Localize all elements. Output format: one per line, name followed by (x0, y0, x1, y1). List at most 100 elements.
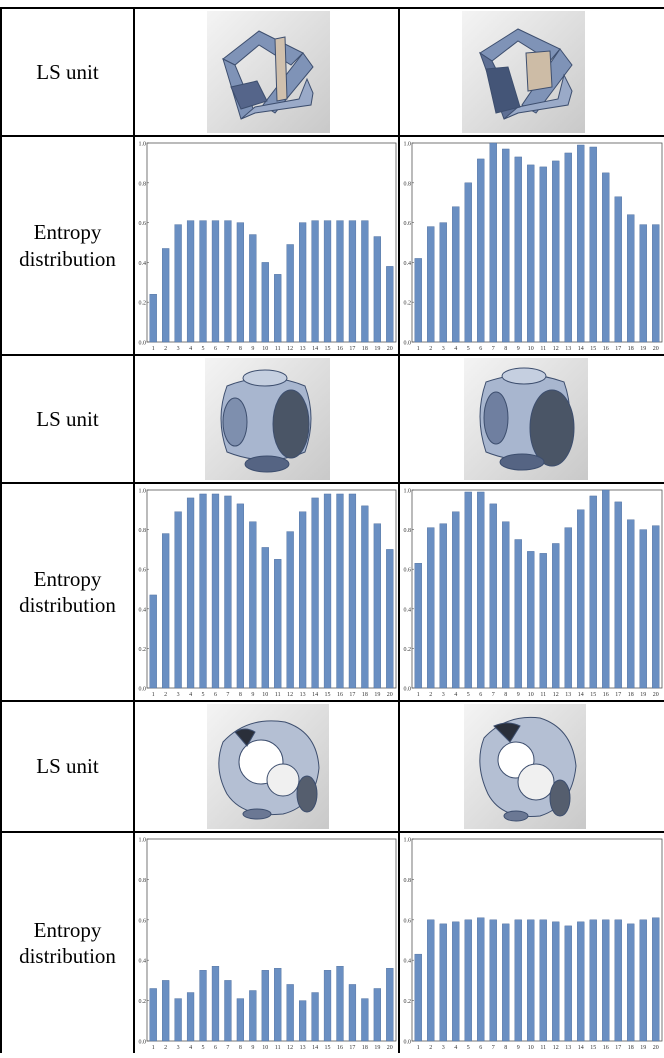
entropy-bar (261, 547, 269, 689)
entropy-bar (589, 146, 597, 343)
y-tick-label: 1.0 (139, 838, 147, 844)
entropy-bar (539, 553, 547, 689)
entropy-bar (464, 491, 472, 689)
y-tick-label: 0.6 (404, 221, 412, 227)
x-tick-label: 2 (164, 692, 167, 698)
x-tick-label: 19 (374, 1045, 380, 1051)
plot-frame (146, 838, 397, 1042)
x-tick-label: 15 (325, 1045, 331, 1051)
x-tick-label: 13 (565, 346, 571, 352)
x-tick-label: 14 (578, 1045, 584, 1051)
entropy-bar (311, 220, 319, 343)
x-tick-label: 2 (429, 692, 432, 698)
entropy-bar (236, 503, 244, 689)
entropy-bar (639, 224, 647, 343)
entropy-bar (464, 182, 472, 343)
x-tick-label: 8 (239, 346, 242, 352)
lattice-unit-image-3a (135, 702, 398, 831)
x-tick-label: 14 (578, 346, 584, 352)
plot-frame (411, 489, 663, 689)
x-tick-label: 2 (164, 1045, 167, 1051)
y-tick-label: 0.0 (404, 1040, 412, 1046)
lattice-unit-image-1b (400, 9, 664, 135)
entropy-bar-chart: 0.00.20.40.60.81.01 2 3 4 5 6 7 8 9 10 11 12 13 14 15 1… (139, 489, 397, 698)
y-tick-label: 0.0 (139, 687, 147, 693)
x-tick-label: 12 (287, 1045, 293, 1051)
entropy-bar (386, 549, 394, 689)
entropy-bar (336, 220, 344, 343)
entropy-chart-4: 0.0 0.2 0.4 0.6 0.8 1.0 1 2 3 4 5 6 7 8 9 10 11 12 13 14 15 1… (400, 484, 664, 700)
x-tick-label: 1 (152, 1045, 155, 1051)
x-tick-label: 19 (374, 692, 380, 698)
x-tick-label: 5 (202, 346, 205, 352)
x-tick-label: 8 (504, 346, 507, 352)
x-tick-label: 4 (454, 692, 457, 698)
entropy-bar (639, 919, 647, 1042)
x-tick-label: 15 (590, 1045, 596, 1051)
entropy-bar (236, 998, 244, 1042)
column-divider-1 (133, 7, 135, 1053)
x-tick-label: 15 (590, 346, 596, 352)
x-tick-label: 11 (275, 346, 281, 352)
x-tick-label: 14 (578, 692, 584, 698)
plot-frame (411, 838, 663, 1042)
entropy-bar (186, 992, 195, 1042)
x-tick-label: 3 (442, 692, 445, 698)
rounded-cubic-unit-render (205, 358, 330, 480)
entropy-bar (311, 992, 319, 1042)
x-tick-label: 16 (337, 692, 343, 698)
lattice-unit-image-1a (135, 9, 398, 135)
entropy-bar (348, 220, 357, 343)
x-tick-label: 16 (603, 1045, 609, 1051)
x-tick-label: 16 (337, 1045, 343, 1051)
entropy-bar (439, 523, 447, 689)
x-tick-label: 20 (387, 346, 393, 352)
entropy-bar (564, 527, 572, 689)
entropy-bar (489, 142, 497, 343)
x-tick-label: 7 (226, 692, 229, 698)
y-tick-label: 0.2 (139, 999, 147, 1005)
entropy-bar (514, 539, 522, 689)
row-divider-1 (0, 135, 664, 137)
x-tick-label: 15 (325, 692, 331, 698)
row-label-ls-unit-2: LS unit (2, 356, 133, 482)
x-tick-label: 1 (152, 692, 155, 698)
x-tick-label: 10 (528, 346, 534, 352)
entropy-bar (286, 244, 294, 343)
y-tick-label: 1.0 (404, 489, 412, 495)
entropy-bar (477, 158, 485, 343)
x-tick-label: 5 (467, 1045, 470, 1051)
entropy-bar (299, 511, 307, 689)
x-tick-label: 14 (312, 692, 318, 698)
x-tick-label: 6 (479, 346, 482, 352)
entropy-bar (527, 919, 535, 1042)
x-tick-label: 2 (429, 346, 432, 352)
entropy-bar (162, 980, 170, 1042)
x-tick-label: 9 (251, 346, 254, 352)
x-tick-label: 7 (492, 346, 495, 352)
entropy-bar (414, 258, 422, 343)
entropy-bar (174, 511, 182, 689)
entropy-bar (602, 489, 610, 689)
y-tick-label: 0.2 (139, 301, 147, 307)
x-tick-label: 9 (517, 1045, 520, 1051)
x-tick-label: 11 (275, 692, 281, 698)
entropy-bar (552, 921, 560, 1042)
y-tick-label: 0.4 (404, 607, 412, 613)
entropy-chart-1: 0.0 0.2 0.4 0.6 0.8 1.0 1 2 3 4 5 6 7 8 9 10 11 12 13 14 15 1… (135, 137, 398, 354)
entropy-bar (514, 156, 522, 343)
entropy-chart-2: 0.0 0.2 0.4 0.6 0.8 1.0 1 2 3 4 5 6 7 8 9 10 11 12 13 14 15 1… (400, 137, 664, 354)
x-tick-label: 19 (640, 346, 646, 352)
y-tick-label: 0.2 (139, 647, 147, 653)
x-tick-label: 4 (454, 1045, 457, 1051)
entropy-bar (564, 925, 572, 1042)
y-tick-label: 0.6 (139, 918, 147, 924)
entropy-bar (602, 172, 610, 343)
entropy-bar (452, 511, 460, 689)
entropy-bar (489, 919, 497, 1042)
entropy-bar (652, 917, 660, 1042)
entropy-bar (464, 919, 472, 1042)
y-tick-label: 1.0 (139, 489, 147, 495)
row-divider-2 (0, 354, 664, 356)
